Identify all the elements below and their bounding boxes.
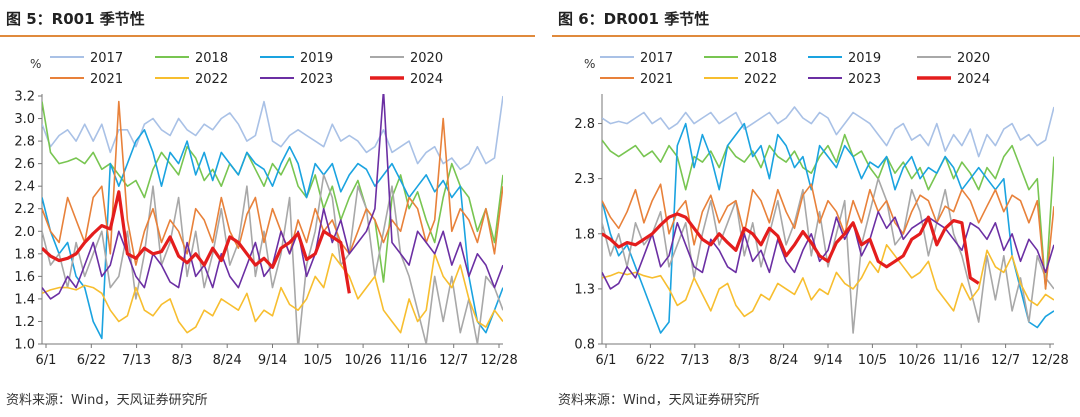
y-tick-label: 1.8 — [574, 227, 595, 242]
series-line-2020 — [42, 174, 503, 344]
legend-item-2017: 2017 — [600, 51, 673, 66]
chart-title: 图 6：DR001 季节性 — [558, 10, 710, 28]
x-tick-label: 6/22 — [636, 353, 665, 368]
legend-item-2023: 2023 — [808, 72, 881, 87]
legend-item-2024: 2024 — [917, 72, 990, 87]
y-tick-label: 1.2 — [14, 315, 35, 330]
x-tick-label: 8/24 — [213, 353, 242, 368]
x-tick-label: 9/14 — [813, 353, 842, 368]
legend-label: 2019 — [300, 51, 333, 66]
legend-item-2020: 2020 — [917, 51, 990, 66]
legend-item-2022: 2022 — [704, 72, 777, 87]
r001-seasonality-chart: % 2017 2018 2019 2020 2021 2022 2023 2024 1.0 1.2 1… — [14, 51, 517, 368]
x-tick-label: 7/13 — [680, 353, 709, 368]
y-tick-label: 1.8 — [14, 247, 35, 262]
series-line-2022 — [42, 253, 503, 334]
legend-label: 2023 — [848, 72, 881, 87]
x-tick-label: 10/26 — [898, 353, 935, 368]
y-unit-label: % — [30, 57, 41, 71]
legend-label: 2017 — [90, 51, 123, 66]
y-tick-label: 3.0 — [14, 112, 35, 127]
x-tick-label: 8/24 — [769, 353, 798, 368]
y-tick-label: 3.2 — [14, 90, 35, 105]
legend-label: 2022 — [195, 72, 228, 87]
y-tick-label: 1.4 — [14, 292, 35, 307]
y-tick-label: 2.8 — [574, 117, 595, 132]
x-tick-label: 11/16 — [942, 353, 979, 368]
y-tick-label: 1.3 — [574, 282, 595, 297]
legend-label: 2019 — [848, 51, 881, 66]
x-tick-label: 8/3 — [171, 353, 192, 368]
series-line-2019 — [602, 122, 1054, 334]
legend-item-2021: 2021 — [50, 72, 123, 87]
y-tick-label: 2.0 — [14, 225, 35, 240]
legend-item-2023: 2023 — [260, 72, 333, 87]
r001-chart-panel: 图 5：R001 季节性 % 2017 2018 2019 2020 2021 2022 20… — [0, 0, 535, 417]
title-rule — [552, 35, 1080, 37]
series-line-2017 — [42, 95, 503, 171]
legend-label: 2017 — [640, 51, 673, 66]
legend-item-2022: 2022 — [155, 72, 228, 87]
legend-label: 2024 — [957, 72, 990, 87]
y-tick-label: 2.8 — [14, 135, 35, 150]
title-rule — [0, 35, 535, 37]
x-tick-label: 12/28 — [480, 353, 517, 368]
x-tick-label: 8/3 — [729, 353, 750, 368]
x-tick-label: 10/26 — [344, 353, 381, 368]
x-tick-label: 6/22 — [77, 353, 106, 368]
y-tick-label: 0.8 — [574, 338, 595, 353]
y-tick-label: 1.0 — [14, 338, 35, 353]
legend-item-2018: 2018 — [704, 51, 777, 66]
x-tick-label: 6/1 — [596, 353, 617, 368]
x-tick-label: 6/1 — [36, 353, 57, 368]
x-tick-label: 10/5 — [858, 353, 887, 368]
source-note: 资料来源：Wind，天风证券研究所 — [6, 393, 208, 408]
series-line-2022 — [602, 244, 1054, 318]
legend-item-2018: 2018 — [155, 51, 228, 66]
x-tick-label: 7/13 — [122, 353, 151, 368]
legend-label: 2021 — [90, 72, 123, 87]
x-tick-label: 12/7 — [991, 353, 1020, 368]
source-note: 资料来源：Wind，天风证券研究所 — [558, 393, 760, 408]
legend-item-2024: 2024 — [370, 72, 443, 87]
series-line-2019 — [42, 129, 503, 340]
series-line-2020 — [602, 177, 1054, 334]
legend-item-2017: 2017 — [50, 51, 123, 66]
series-line-2018 — [42, 101, 503, 283]
x-tick-label: 12/28 — [1031, 353, 1068, 368]
legend-label: 2018 — [195, 51, 228, 66]
legend-item-2021: 2021 — [600, 72, 673, 87]
x-tick-label: 10/5 — [303, 353, 332, 368]
x-tick-label: 11/16 — [390, 353, 427, 368]
legend-label: 2018 — [744, 51, 777, 66]
series-line-2024 — [602, 212, 980, 285]
legend-label: 2024 — [410, 72, 443, 87]
dr001-chart-panel: 图 6：DR001 季节性 % 2017 2018 2019 2020 2021 2022 2… — [552, 0, 1080, 417]
series-line-2021 — [602, 183, 1054, 290]
series-line-2017 — [602, 106, 1054, 158]
legend-item-2019: 2019 — [260, 51, 333, 66]
y-tick-label: 1.6 — [14, 270, 35, 285]
legend-label: 2020 — [410, 51, 443, 66]
legend-label: 2020 — [957, 51, 990, 66]
y-tick-label: 2.6 — [14, 157, 35, 172]
x-tick-label: 9/14 — [258, 353, 287, 368]
series-line-2023 — [602, 210, 1054, 290]
x-tick-label: 12/7 — [439, 353, 468, 368]
y-unit-label: % — [584, 57, 595, 71]
dr001-seasonality-chart: % 2017 2018 2019 2020 2021 2022 2023 2024 0.8 1.3 1… — [574, 51, 1068, 368]
chart-title: 图 5：R001 季节性 — [6, 10, 145, 28]
y-tick-label: 2.3 — [574, 172, 595, 187]
y-tick-label: 2.4 — [14, 180, 35, 195]
legend-label: 2022 — [744, 72, 777, 87]
y-tick-label: 2.2 — [14, 202, 35, 217]
series-line-2024 — [42, 190, 351, 294]
legend-item-2019: 2019 — [808, 51, 881, 66]
legend-item-2020: 2020 — [370, 51, 443, 66]
legend-label: 2023 — [300, 72, 333, 87]
legend-label: 2021 — [640, 72, 673, 87]
